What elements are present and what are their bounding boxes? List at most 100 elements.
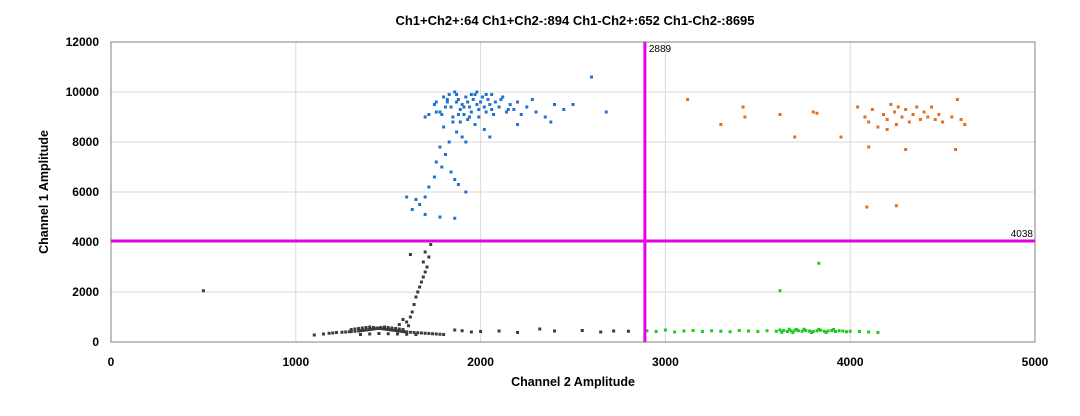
- data-point: [857, 330, 861, 333]
- data-point: [440, 165, 444, 169]
- data-point: [423, 115, 427, 119]
- data-point: [397, 323, 401, 326]
- data-point: [443, 105, 447, 109]
- data-point: [453, 178, 457, 181]
- data-point: [589, 75, 593, 79]
- data-point: [371, 326, 375, 329]
- data-point: [423, 331, 427, 335]
- data-point: [867, 330, 871, 334]
- data-point: [530, 98, 534, 101]
- y-tick-label: 12000: [66, 35, 100, 49]
- y-tick-label: 6000: [72, 185, 99, 199]
- data-point: [867, 145, 871, 149]
- data-point: [445, 98, 449, 101]
- data-point: [419, 280, 423, 284]
- grid-lines: [111, 42, 1035, 342]
- data-point: [358, 333, 362, 336]
- data-point: [456, 183, 460, 186]
- data-point: [449, 105, 453, 109]
- data-point: [401, 330, 405, 333]
- data-point: [501, 95, 505, 99]
- data-point: [778, 113, 782, 116]
- data-point: [506, 108, 510, 111]
- data-point: [808, 329, 812, 333]
- data-point: [401, 318, 405, 321]
- data-point: [893, 110, 897, 114]
- data-point: [434, 100, 438, 104]
- data-point: [431, 332, 435, 336]
- data-point: [477, 115, 481, 119]
- data-point: [357, 327, 361, 330]
- data-point: [412, 331, 416, 334]
- data-point: [423, 270, 427, 274]
- data-point: [401, 328, 405, 331]
- data-point: [833, 330, 837, 333]
- y-tick-label: 10000: [66, 85, 100, 99]
- data-point: [434, 110, 438, 114]
- x-tick-label: 2000: [467, 355, 494, 369]
- data-point: [809, 331, 813, 334]
- data-point: [654, 330, 658, 333]
- data-point: [663, 328, 667, 332]
- data-point: [312, 333, 316, 337]
- data-point: [442, 95, 446, 99]
- data-point: [423, 213, 427, 216]
- data-point: [408, 315, 412, 319]
- data-point: [438, 215, 442, 219]
- data-point: [466, 118, 470, 121]
- data-point: [815, 111, 819, 115]
- data-points: [201, 75, 967, 337]
- plot-area: [110, 41, 1036, 343]
- data-point: [377, 326, 381, 330]
- data-point: [756, 330, 760, 333]
- data-point: [377, 332, 381, 335]
- data-point: [445, 100, 449, 104]
- data-point: [386, 326, 390, 329]
- data-point: [959, 118, 963, 121]
- x-tick-label: 1000: [282, 355, 309, 369]
- data-point: [778, 289, 782, 293]
- data-point: [950, 115, 954, 119]
- data-point: [438, 110, 442, 114]
- data-point: [922, 110, 926, 114]
- data-point: [469, 110, 473, 114]
- data-point: [427, 332, 431, 335]
- data-point: [765, 329, 769, 333]
- y-tick-label: 2000: [72, 285, 99, 299]
- data-point: [497, 105, 501, 109]
- threshold-lines[interactable]: 2889 4038: [111, 42, 1035, 342]
- data-point: [876, 125, 880, 129]
- data-point: [824, 331, 828, 334]
- data-point: [815, 329, 819, 333]
- data-point: [353, 327, 357, 331]
- data-point: [484, 110, 488, 114]
- data-point: [933, 118, 937, 121]
- channel1-threshold-label: 4038: [1011, 229, 1034, 240]
- data-point: [477, 108, 481, 111]
- data-point: [796, 329, 800, 333]
- data-point: [414, 333, 418, 336]
- data-point: [473, 93, 477, 96]
- data-point: [562, 108, 566, 111]
- data-point: [395, 332, 399, 336]
- data-point: [429, 243, 433, 246]
- data-point: [447, 93, 451, 96]
- data-point: [408, 330, 412, 334]
- data-point: [340, 330, 344, 334]
- data-point: [580, 329, 584, 332]
- data-point: [479, 100, 483, 104]
- data-point: [728, 330, 732, 334]
- x-tick-label: 4000: [837, 355, 864, 369]
- data-point: [388, 328, 392, 332]
- data-point: [904, 148, 908, 151]
- data-point: [460, 103, 464, 106]
- data-point: [358, 329, 362, 333]
- data-point: [390, 326, 394, 330]
- data-point: [839, 135, 843, 139]
- data-point: [416, 331, 420, 335]
- data-point: [832, 328, 836, 331]
- data-point: [362, 328, 366, 332]
- data-point: [397, 327, 401, 331]
- data-point: [955, 98, 959, 101]
- data-point: [460, 135, 464, 139]
